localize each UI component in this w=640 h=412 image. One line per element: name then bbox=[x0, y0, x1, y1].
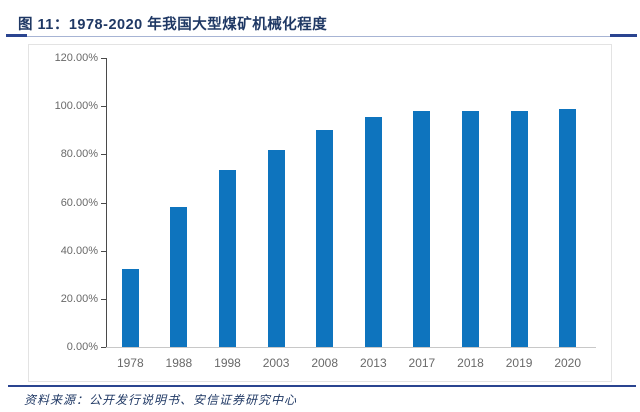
x-axis-tick-label: 2008 bbox=[311, 356, 339, 370]
bar-2017 bbox=[413, 111, 431, 347]
x-axis-tick-label: 2019 bbox=[505, 356, 533, 370]
bar-2018 bbox=[462, 111, 479, 347]
y-axis-tick-label: 0.00% bbox=[66, 341, 98, 353]
bar-1978 bbox=[121, 269, 139, 347]
x-axis-tick-label: 2013 bbox=[359, 356, 387, 370]
y-axis-tick-mark bbox=[101, 154, 106, 156]
title-rule-left-accent bbox=[6, 34, 27, 37]
x-axis-tick-label: 2018 bbox=[457, 356, 484, 370]
chart-frame: 0.00% 20.00% 40.00% 60.00% 80.00% 100.00% 120.… bbox=[28, 44, 612, 382]
x-axis-tick-label: 2017 bbox=[408, 356, 436, 370]
x-axis-line bbox=[106, 347, 596, 348]
bar-2003 bbox=[267, 150, 285, 347]
y-axis-tick-label: 20.00% bbox=[60, 292, 98, 305]
figure-title: 图 11：1978-2020 年我国大型煤矿机械化程度 bbox=[18, 17, 328, 33]
source-note: 资料来源：公开发行说明书、安信证券研究中心 bbox=[24, 393, 298, 407]
bar-2013 bbox=[364, 117, 382, 347]
bar-2008 bbox=[316, 130, 334, 347]
y-axis-tick-mark bbox=[101, 106, 106, 108]
y-axis-tick-label: 80.00% bbox=[60, 148, 98, 161]
y-axis-tick-mark bbox=[101, 250, 106, 252]
title-rule bbox=[6, 36, 636, 37]
y-axis-tick-mark bbox=[101, 58, 106, 59]
x-axis-tick-label: 1998 bbox=[214, 356, 241, 370]
y-axis-tick-label: 100.00% bbox=[54, 100, 98, 113]
y-axis-tick-mark bbox=[101, 202, 106, 204]
x-axis-tick-label: 1988 bbox=[165, 356, 193, 370]
bar-1998 bbox=[219, 170, 236, 347]
title-rule-right-accent bbox=[610, 34, 637, 37]
x-axis-tick-label: 2020 bbox=[554, 356, 582, 370]
y-axis-line bbox=[106, 58, 107, 348]
x-axis-tick-label: 1978 bbox=[116, 356, 144, 370]
x-axis-tick-label: 2003 bbox=[262, 356, 290, 370]
y-axis-tick-label: 40.00% bbox=[60, 244, 98, 257]
source-rule bbox=[8, 385, 636, 387]
y-axis-tick-mark bbox=[101, 298, 106, 300]
y-axis-tick-label: 120.00% bbox=[54, 52, 98, 64]
bar-2020 bbox=[559, 109, 577, 347]
bar-1988 bbox=[170, 207, 188, 347]
bar-2019 bbox=[510, 111, 528, 347]
y-axis-tick-label: 60.00% bbox=[60, 196, 98, 209]
y-axis-tick-mark bbox=[101, 347, 106, 348]
